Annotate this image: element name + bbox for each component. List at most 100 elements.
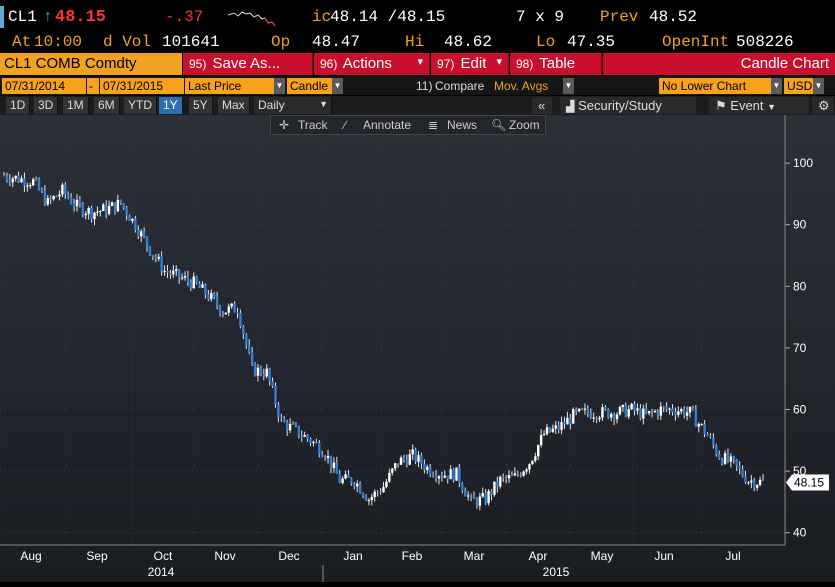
candle-body [315, 441, 318, 444]
candle-body [341, 478, 344, 483]
end-date-field[interactable]: 07/31/2015 [100, 78, 184, 94]
range-tab-max[interactable]: Max [218, 97, 250, 114]
period-select[interactable]: Daily ▼ [254, 97, 332, 114]
candle-body [14, 175, 17, 179]
range-tab-6m[interactable]: 6M [94, 97, 120, 114]
candle-body [507, 475, 511, 479]
candle-body [113, 202, 117, 212]
candle-body [685, 412, 689, 416]
candle-body [23, 178, 26, 186]
candle-body [475, 499, 479, 506]
edit-button[interactable]: 97) Edit ▾ [431, 53, 509, 75]
range-tab-3d[interactable]: 3D [34, 97, 59, 114]
save-as-button[interactable]: 95) Save As... [183, 53, 313, 75]
price-field-dropdown-icon[interactable]: ▼ [274, 78, 285, 94]
candle-body [443, 475, 447, 478]
candle-body [52, 196, 55, 200]
range-tab-5y[interactable]: 5Y [189, 97, 213, 114]
candle-body [595, 417, 598, 420]
candle-body [680, 409, 683, 412]
candle-body [148, 246, 152, 256]
candle-body [645, 408, 648, 414]
candle-body [262, 374, 266, 377]
ticker[interactable]: CL1 [8, 8, 37, 26]
event-button[interactable]: ⚑ Event ▼ [709, 97, 809, 114]
candle-body [382, 487, 385, 493]
candle-body [128, 215, 131, 222]
gear-icon[interactable]: ⚙ [812, 97, 834, 114]
open-price: 48.47 [312, 33, 361, 51]
candle-body [624, 404, 627, 417]
table-button[interactable]: 98) Table [510, 53, 602, 75]
lower-chart-dropdown-icon[interactable]: ▼ [771, 78, 782, 94]
candle-body [647, 410, 651, 414]
last-price: 48.15 [55, 8, 107, 27]
security-field[interactable]: CL1 COMB Comdty [0, 53, 182, 75]
start-date-field[interactable]: 07/31/2014 [2, 78, 86, 94]
candle-body [723, 453, 727, 464]
candle-body [747, 482, 750, 484]
candle-body [703, 423, 706, 434]
candle-body [218, 305, 222, 314]
candle-body [207, 294, 210, 300]
zoom-button[interactable]: Zoom [509, 118, 540, 132]
compare-dropdown-icon[interactable]: ▼ [563, 78, 574, 94]
chart-area[interactable]: 40 50 60 70 80 90 100 Aug Sep Oct Nov Dec Jan Feb Mar A… [0, 115, 835, 582]
chart-style-select[interactable]: Candle [287, 78, 332, 94]
candle-body [356, 483, 359, 487]
candle-body [437, 476, 441, 479]
track-icon: ✛ [279, 118, 290, 132]
candle-body [557, 425, 560, 430]
candle-body [426, 466, 429, 471]
candle-body [499, 476, 502, 487]
candle-body [513, 473, 517, 476]
chart-style-dropdown-icon[interactable]: ▼ [332, 78, 343, 94]
candle-body [720, 458, 724, 464]
candle-body [335, 462, 338, 474]
compare-button[interactable]: Compare [435, 79, 485, 93]
candle-body [612, 413, 616, 420]
candle-body [192, 276, 195, 289]
range-tab-ytd[interactable]: YTD [124, 97, 157, 114]
price-field-select[interactable]: Last Price [185, 78, 274, 94]
news-button[interactable]: News [447, 118, 478, 132]
candle-body [402, 457, 406, 460]
candle-body [744, 476, 747, 483]
actions-button[interactable]: 96) Actions ▾ [314, 53, 430, 75]
candle-body [72, 203, 76, 207]
high-label: Hi [405, 33, 425, 51]
currency-select[interactable]: USD [784, 78, 813, 94]
security-study-button[interactable]: ▟ Security/Study [560, 97, 696, 114]
candle-body [180, 277, 184, 279]
range-tab-1y[interactable]: 1Y [159, 97, 183, 114]
candle-body [221, 313, 225, 315]
candle-body [408, 454, 411, 465]
candle-body [84, 213, 87, 216]
candle-body [236, 312, 239, 314]
candle-body [40, 189, 44, 191]
candle-body [630, 403, 633, 410]
candle-body [516, 473, 519, 475]
currency-dropdown-icon[interactable]: ▼ [813, 78, 824, 94]
candle-body [554, 425, 557, 429]
collapse-button[interactable]: « [532, 97, 552, 114]
candle-body [391, 468, 394, 473]
range-tab-1d[interactable]: 1D [6, 97, 31, 114]
candle-body [125, 207, 128, 216]
candle-body [545, 427, 549, 435]
candle-body [312, 441, 315, 443]
track-button[interactable]: Track [298, 118, 328, 132]
candle-body [636, 408, 639, 411]
candle-body [49, 197, 52, 200]
save-as-number: 95) [189, 57, 207, 71]
candle-body [694, 409, 698, 427]
lower-chart-select[interactable]: No Lower Chart [659, 78, 771, 94]
candle-body [300, 436, 303, 438]
candle-body [274, 385, 277, 405]
candle-body [466, 495, 470, 497]
compare-value[interactable]: Mov. Avgs [494, 79, 549, 93]
annotate-button[interactable]: Annotate [363, 118, 412, 132]
range-tab-1m[interactable]: 1M [63, 97, 89, 114]
candle-body [350, 477, 353, 484]
